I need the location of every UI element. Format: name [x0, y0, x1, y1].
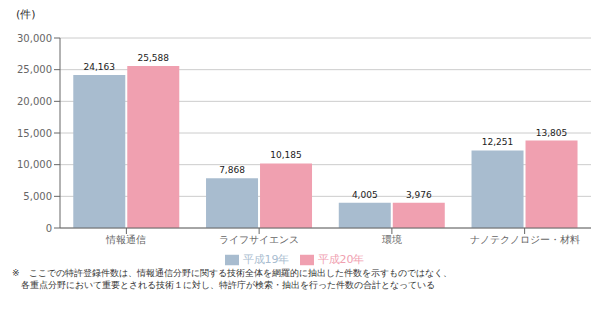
svg-text:ライフサイエンス: ライフサイエンス: [219, 234, 299, 245]
html-text:平成19年: 平成19年: [242, 253, 290, 266]
svg-text:0: 0: [46, 223, 52, 234]
svg-text:10,000: 10,000: [17, 159, 52, 170]
html-text:※ ここでの特許登録件数は、情報通信分野に関する技術全体を網: ※ ここでの特許登録件数は、情報通信分野に関する技術全体を網羅的に抽出した件数を…: [12, 268, 452, 278]
svg-text:10,185: 10,185: [270, 150, 302, 160]
svg-text:5,000: 5,000: [23, 191, 52, 202]
svg-text:ナノテクノロジー・材料: ナノテクノロジー・材料: [470, 234, 580, 245]
svg-text:3,976: 3,976: [406, 190, 432, 200]
svg-text:7,868: 7,868: [219, 165, 245, 175]
html-text:平成20年: 平成20年: [317, 253, 365, 266]
svg-text:30,000: 30,000: [17, 33, 52, 44]
svg-text:25,000: 25,000: [17, 64, 52, 75]
html-text:各重点分野において重要とされる技術１に対し、特許庁が検索・抽: 各重点分野において重要とされる技術１に対し、特許庁が検索・抽出を行った件数の合計…: [12, 280, 435, 290]
html-text:(件): (件): [16, 8, 36, 21]
svg-text:13,805: 13,805: [536, 128, 568, 138]
svg-text:4,005: 4,005: [352, 190, 378, 200]
svg-text:24,163: 24,163: [84, 62, 116, 72]
svg-text:25,588: 25,588: [138, 53, 170, 63]
svg-text:15,000: 15,000: [17, 128, 52, 139]
svg-text:20,000: 20,000: [17, 96, 52, 107]
svg-text:環境: 環境: [382, 234, 402, 245]
svg-text:12,251: 12,251: [482, 137, 514, 147]
svg-text:情報通信: 情報通信: [105, 234, 146, 245]
